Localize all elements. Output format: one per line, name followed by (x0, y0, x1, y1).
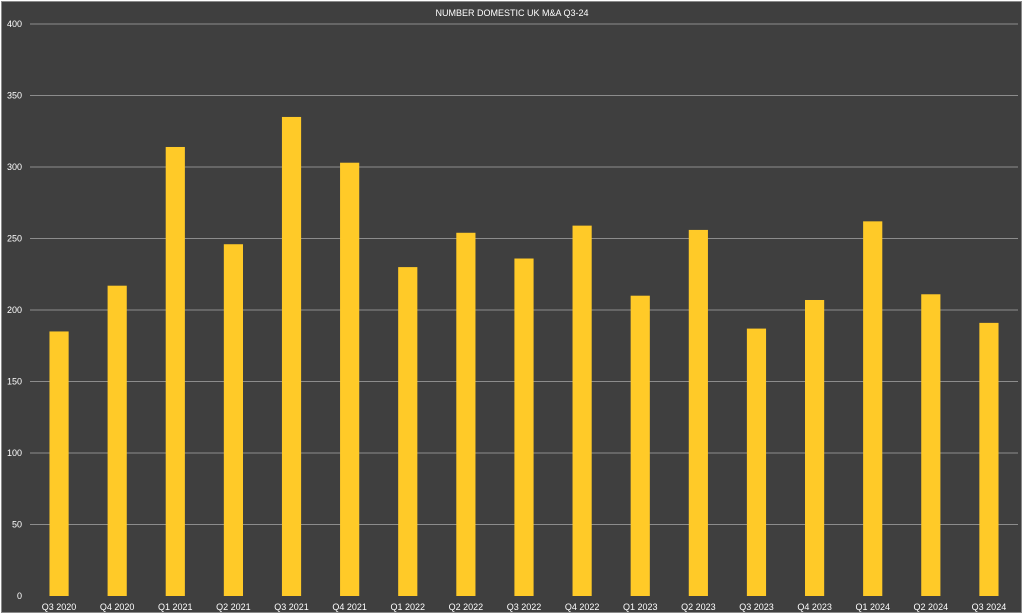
bar (630, 295, 650, 596)
x-tick-label: Q1 2021 (158, 602, 193, 612)
bar (165, 146, 185, 597)
y-tick-label: 100 (7, 448, 22, 458)
bar (223, 244, 244, 596)
x-tick-label: Q4 2021 (332, 602, 367, 612)
x-tick-label: Q2 2022 (449, 602, 484, 612)
y-tick-label: 400 (7, 19, 22, 29)
x-tick-label: Q2 2023 (681, 602, 716, 612)
y-tick-label: 200 (7, 305, 22, 315)
bar (688, 229, 708, 597)
y-axis-ticks: 0 50 100 150 200 250 300 350 400 (7, 19, 22, 601)
y-tick-label: 300 (7, 162, 22, 172)
x-tick-label: Q3 2021 (274, 602, 309, 612)
x-tick-label: Q3 2023 (739, 602, 774, 612)
x-tick-label: Q1 2023 (623, 602, 658, 612)
bar (572, 225, 592, 596)
x-tick-label: Q3 2020 (42, 602, 77, 612)
y-tick-label: 350 (7, 91, 22, 101)
y-tick-label: 250 (7, 234, 22, 244)
y-tick-label: 0 (17, 591, 22, 601)
x-tick-label: Q3 2022 (507, 602, 542, 612)
x-axis-ticks: Q3 2020 Q4 2020 Q1 2021 Q2 2021 Q3 2021 Q4 20… (42, 602, 1006, 612)
y-tick-label: 150 (7, 377, 22, 387)
bar (398, 267, 418, 596)
bar (456, 232, 476, 596)
bar (514, 258, 534, 596)
bar (340, 162, 360, 596)
bars (49, 116, 999, 597)
bar (49, 331, 69, 596)
bar (979, 322, 999, 596)
bar (746, 328, 767, 596)
bar (107, 285, 127, 596)
x-tick-label: Q4 2020 (100, 602, 135, 612)
x-tick-label: Q4 2022 (565, 602, 600, 612)
x-tick-label: Q4 2023 (797, 602, 832, 612)
x-tick-label: Q3 2024 (972, 602, 1007, 612)
x-tick-label: Q2 2024 (914, 602, 949, 612)
x-tick-label: Q1 2022 (390, 602, 425, 612)
x-tick-label: Q1 2024 (855, 602, 890, 612)
bar (804, 299, 825, 596)
chart-title: NUMBER DOMESTIC UK M&A Q3-24 (435, 8, 588, 18)
bar (281, 116, 302, 596)
bar (863, 221, 883, 596)
y-tick-label: 50 (12, 520, 22, 530)
bar (921, 294, 941, 596)
x-tick-label: Q2 2021 (216, 602, 251, 612)
